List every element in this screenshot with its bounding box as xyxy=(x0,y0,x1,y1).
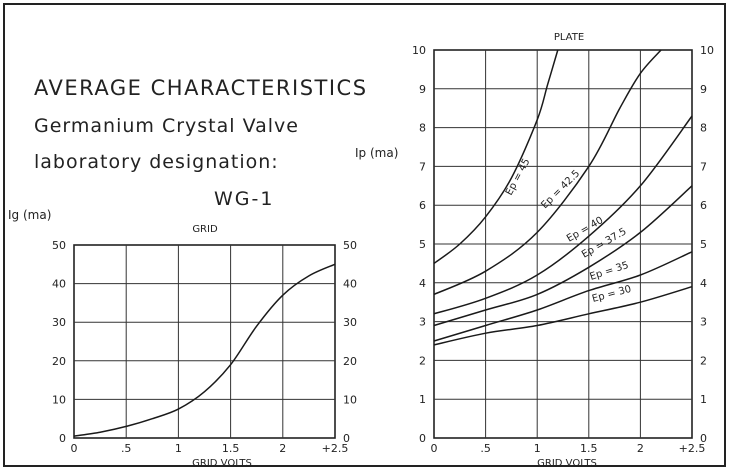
grid-x-tick-label: 0 xyxy=(71,442,78,455)
plate-y-tick-label-left: 4 xyxy=(419,277,426,290)
plate-y-tick-label-left: 5 xyxy=(419,238,426,251)
plate-chart-title: PLATE xyxy=(554,32,584,43)
plate-x-tick-label: 1.5 xyxy=(580,442,598,455)
plate-chart-ylabel: Ip (ma) xyxy=(355,146,398,160)
plate-y-tick-label-right: 9 xyxy=(700,83,707,96)
plate-y-tick-label-left: 3 xyxy=(419,316,426,329)
plate-series-line-2 xyxy=(433,115,693,315)
plate-y-tick-label-left: 7 xyxy=(419,160,426,173)
grid-plot-frame xyxy=(73,244,336,439)
plate-x-tick-label: .5 xyxy=(480,442,491,455)
grid-chart-series xyxy=(73,263,336,437)
plate-series-line-4 xyxy=(433,251,693,342)
plate-y-tick-label-right: 5 xyxy=(700,238,707,251)
plate-x-tick-label: 2 xyxy=(637,442,644,455)
plate-y-tick-label-left: 6 xyxy=(419,199,426,212)
plate-chart-xlabel: GRID VOLTS xyxy=(537,458,597,469)
plate-y-tick-label-right: 10 xyxy=(700,44,714,57)
plate-y-tick-label-left: 0 xyxy=(419,432,426,445)
grid-y-tick-label-left: 40 xyxy=(52,278,66,291)
grid-y-tick-label-left: 30 xyxy=(52,316,66,329)
grid-chart: GRID Ig (ma) GRID VOLTS 0.5 1 1.5 2 +2.50 010… xyxy=(8,208,357,469)
plate-x-tick-label: 0 xyxy=(431,442,438,455)
plate-y-tick-label-right: 0 xyxy=(700,432,707,445)
plate-y-tick-label-right: 1 xyxy=(700,393,707,406)
grid-y-tick-label-left: 0 xyxy=(59,432,66,445)
grid-chart-xlabel: GRID VOLTS xyxy=(192,458,252,469)
plate-y-tick-label-right: 7 xyxy=(700,160,707,173)
plate-y-tick-label-right: 8 xyxy=(700,122,707,135)
grid-y-tick-label-left: 10 xyxy=(52,393,66,406)
plate-y-tick-label-right: 6 xyxy=(700,199,707,212)
plate-series-line-3 xyxy=(433,185,693,327)
plate-y-tick-label-right: 2 xyxy=(700,354,707,367)
grid-x-tick-label: .5 xyxy=(121,442,132,455)
plate-y-tick-label-left: 2 xyxy=(419,354,426,367)
figure-title: AVERAGE CHARACTERISTICS xyxy=(34,76,368,100)
grid-chart-title: GRID xyxy=(192,224,218,235)
plate-y-tick-label-right: 4 xyxy=(700,277,707,290)
designation-value: WG-1 xyxy=(214,188,275,210)
grid-chart-ylabel: Ig (ma) xyxy=(8,208,51,222)
grid-x-tick-label: 1 xyxy=(175,442,182,455)
grid-x-tick-label: +2.5 xyxy=(322,442,349,455)
plate-x-tick-label: 1 xyxy=(534,442,541,455)
plate-y-tick-label-left: 9 xyxy=(419,83,426,96)
grid-y-tick-label-right: 10 xyxy=(343,393,357,406)
plate-series-line-5 xyxy=(433,285,693,346)
grid-y-tick-label-right: 50 xyxy=(343,239,357,252)
plate-curve-label-5: Ep = 30 xyxy=(591,284,633,305)
grid-y-tick-label-right: 30 xyxy=(343,316,357,329)
grid-y-tick-label-left: 50 xyxy=(52,239,66,252)
plate-chart-ticks: 0.5 1 1.5 2 +2.50 01 12 23 34 45 56 67 78 89 910 10 xyxy=(412,44,714,455)
device-name: Germanium Crystal Valve xyxy=(34,115,299,137)
plate-chart: PLATE Ip (ma) GRID VOLTS 0.5 1 1.5 2 +2.50 01… xyxy=(355,32,714,469)
grid-y-tick-label-right: 0 xyxy=(343,432,350,445)
plate-series-line-1 xyxy=(433,49,662,296)
grid-series-line-0 xyxy=(73,263,336,437)
plate-chart-gridlines xyxy=(433,49,693,439)
plate-y-tick-label-left: 8 xyxy=(419,122,426,135)
plate-chart-series xyxy=(433,49,693,346)
plate-series-line-0 xyxy=(433,49,559,265)
grid-x-tick-label: 2 xyxy=(279,442,286,455)
plate-y-tick-label-right: 3 xyxy=(700,316,707,329)
grid-chart-gridlines xyxy=(73,244,336,439)
grid-y-tick-label-left: 20 xyxy=(52,355,66,368)
grid-y-tick-label-right: 40 xyxy=(343,278,357,291)
designation-label: laboratory designation: xyxy=(34,151,279,173)
plate-x-tick-label: +2.5 xyxy=(679,442,706,455)
figure-frame xyxy=(3,3,726,467)
grid-y-tick-label-right: 20 xyxy=(343,355,357,368)
plate-y-tick-label-left: 1 xyxy=(419,393,426,406)
grid-x-tick-label: 1.5 xyxy=(222,442,240,455)
plate-y-tick-label-left: 10 xyxy=(412,44,426,57)
